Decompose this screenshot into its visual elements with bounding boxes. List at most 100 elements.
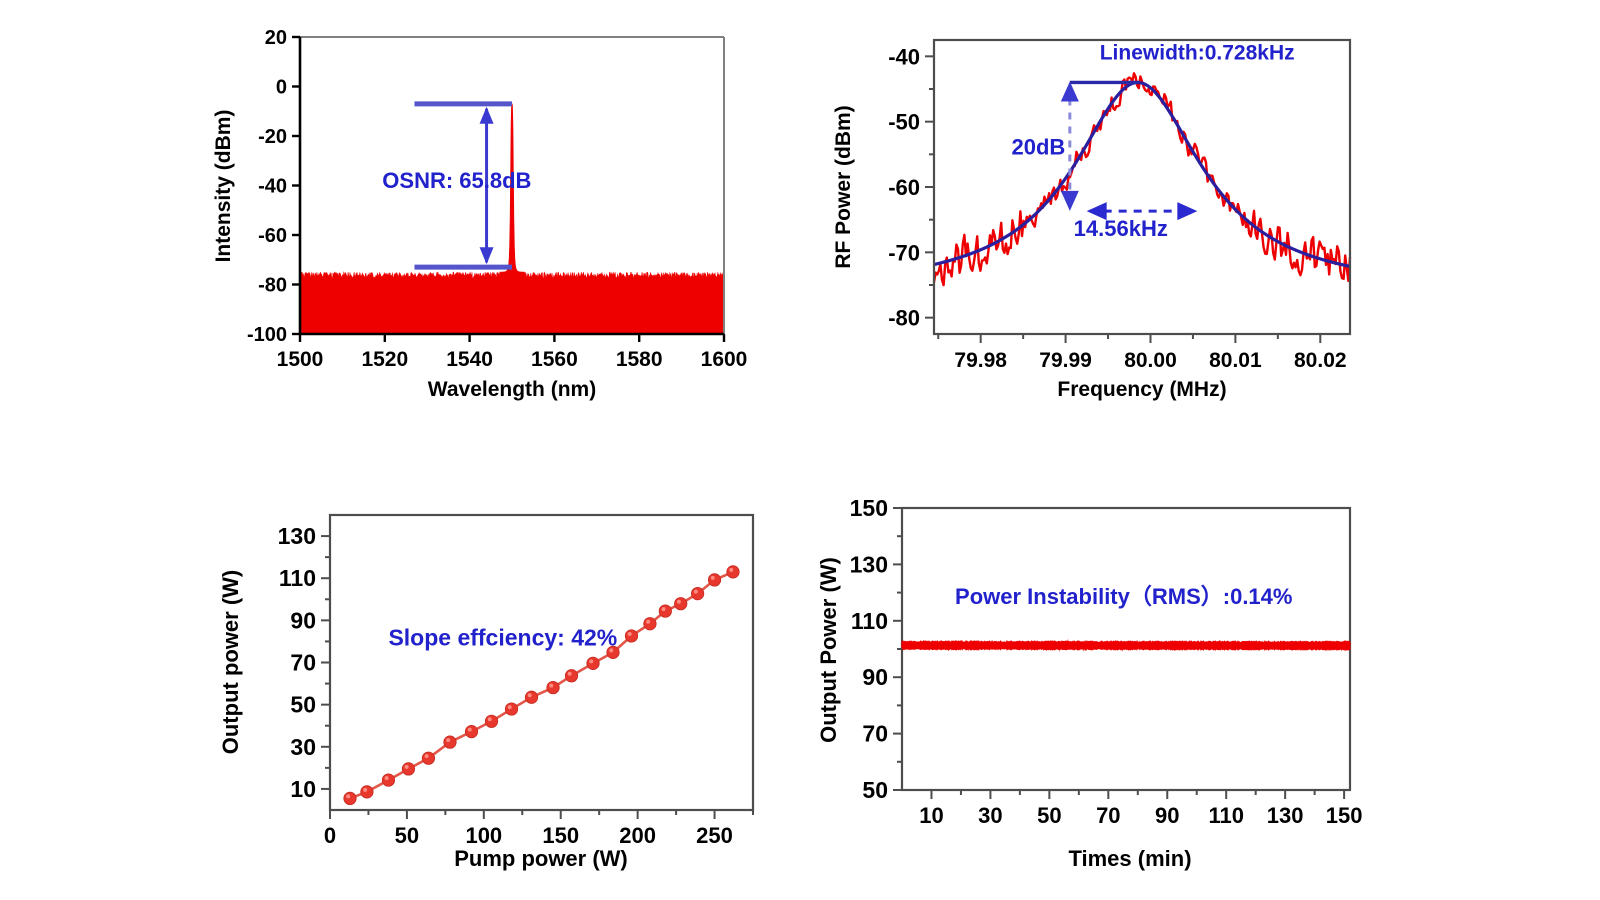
panel-c-svg: 10 30 50 70 90 110 130 0 50 100 150 200 250 Slope e… xyxy=(218,513,755,871)
data-point xyxy=(401,762,416,776)
data-point-highlight xyxy=(527,693,532,698)
x-axis-ticks: 0 50 100 150 200 250 xyxy=(324,810,754,848)
y-tick-label: 50 xyxy=(862,777,888,803)
slope-efficiency-label: Slope effciency: 42% xyxy=(388,625,617,651)
x-tick-label: 250 xyxy=(696,823,733,848)
x-tick-label: 1500 xyxy=(277,348,324,371)
bandwidth-arrow-head-right xyxy=(1177,202,1198,221)
linewidth-label: Linewidth:0.728kHz xyxy=(1100,42,1295,65)
panel-output-vs-pump: 10 30 50 70 90 110 130 0 50 100 150 200 250 Slope e… xyxy=(210,470,770,880)
x-tick-label: 1540 xyxy=(446,348,493,371)
stability-trace-line xyxy=(901,639,1351,652)
y-tick-label: 110 xyxy=(279,565,316,591)
data-point xyxy=(546,680,560,695)
twenty-db-label: 20dB xyxy=(1012,134,1066,159)
data-point xyxy=(643,617,657,631)
osnr-label: OSNR: 65.8dB xyxy=(382,168,531,193)
data-point-highlight xyxy=(467,727,472,732)
y-tick-label: 30 xyxy=(290,734,316,760)
x-tick-label: 80.02 xyxy=(1294,349,1347,372)
panel-b-svg: -40 -50 -60 -70 -80 79.98 79.99 80.00 80.01 80.0… xyxy=(832,38,1352,401)
osnr-arrow-head-up xyxy=(479,106,494,124)
y-axis-ticks: 10 30 50 70 90 110 130 xyxy=(278,523,330,802)
x-tick-label: 200 xyxy=(619,823,656,848)
power-instability-label: Power Instability（RMS）:0.14% xyxy=(955,584,1292,609)
x-tick-label: 1580 xyxy=(616,348,663,371)
y-tick-label: -50 xyxy=(888,110,920,135)
x-tick-label: 110 xyxy=(1208,803,1244,828)
x-tick-label: 0 xyxy=(324,823,336,848)
data-point xyxy=(624,629,639,643)
data-point-highlight xyxy=(446,738,451,743)
data-point xyxy=(674,597,688,611)
data-point-highlight xyxy=(424,754,429,759)
panel-optical-spectrum: 20 0 -20 -40 -60 -80 -100 1500 1520 1540 1560 1580… xyxy=(200,10,760,410)
x-tick-label: 130 xyxy=(1267,803,1304,828)
panel-d-annotations: Power Instability（RMS）:0.14% xyxy=(955,584,1292,609)
data-point-highlight xyxy=(661,607,666,612)
x-tick-label: 50 xyxy=(1037,803,1061,828)
y-tick-label: 90 xyxy=(862,664,888,690)
x-axis-title: Times (min) xyxy=(1068,846,1191,871)
x-tick-label: 90 xyxy=(1155,803,1179,828)
data-point xyxy=(343,791,357,806)
x-axis-title: Frequency (MHz) xyxy=(1057,378,1226,401)
data-point xyxy=(381,773,396,787)
y-axis-title: Output power (W) xyxy=(218,570,243,755)
y-tick-label: -20 xyxy=(258,126,287,148)
x-tick-label: 70 xyxy=(1096,803,1120,828)
y-axis-ticks: 50 70 90 110 130 150 xyxy=(850,495,902,803)
y-tick-label: 130 xyxy=(278,523,316,549)
data-point-highlight xyxy=(346,794,351,799)
data-markers xyxy=(343,565,740,806)
panel-c-annotations: Slope effciency: 42% xyxy=(388,625,617,651)
data-point xyxy=(586,656,600,670)
data-point-highlight xyxy=(404,764,409,769)
y-tick-label: 130 xyxy=(850,551,888,577)
data-point-highlight xyxy=(646,619,651,624)
data-point-highlight xyxy=(363,787,368,792)
x-tick-label: 150 xyxy=(1326,803,1363,828)
twenty-db-arrow-head-down xyxy=(1060,190,1079,211)
rf-noisy-trace xyxy=(932,72,1352,287)
data-point-highlight xyxy=(507,705,512,710)
x-tick-label: 1600 xyxy=(701,348,748,371)
data-point-highlight xyxy=(549,683,554,688)
y-tick-label: -40 xyxy=(888,44,920,69)
x-axis-ticks: 10 30 50 70 90 110 130 150 xyxy=(919,790,1362,828)
data-point xyxy=(484,714,499,728)
panel-b-plotarea: -40 -50 -60 -70 -80 79.98 79.99 80.00 80.01 80.0… xyxy=(888,38,1352,372)
y-tick-label: -80 xyxy=(888,306,920,331)
data-point-highlight xyxy=(676,599,681,604)
x-axis-title: Pump power (W) xyxy=(454,846,628,871)
panel-rf-linewidth: -40 -50 -60 -70 -80 79.98 79.99 80.00 80.01 80.0… xyxy=(820,10,1390,410)
measured-rf-curve xyxy=(932,72,1352,287)
plot-background xyxy=(934,40,1350,334)
spectrum-trace xyxy=(299,102,725,335)
panel-a-plotarea: 20 0 -20 -40 -60 -80 -100 1500 1520 1540 1560 1580… xyxy=(247,27,747,371)
x-tick-label: 10 xyxy=(919,803,943,828)
x-tick-label: 79.98 xyxy=(954,349,1007,372)
x-tick-label: 1560 xyxy=(531,348,578,371)
y-tick-label: 90 xyxy=(290,607,316,633)
stability-trace xyxy=(901,639,1351,652)
data-point xyxy=(421,751,436,765)
data-point-highlight xyxy=(567,671,572,676)
data-point-highlight xyxy=(384,776,389,781)
data-point xyxy=(707,573,722,587)
x-tick-label: 30 xyxy=(978,803,1002,828)
bandwidth-arrow-head-left xyxy=(1086,202,1107,221)
x-tick-label: 80.01 xyxy=(1209,349,1262,372)
spectrum-fill xyxy=(299,102,725,335)
x-axis-ticks: 1500 1520 1540 1560 1580 1600 xyxy=(277,334,748,371)
y-tick-label: 10 xyxy=(290,776,316,802)
data-point xyxy=(658,604,672,618)
data-point-highlight xyxy=(627,631,632,636)
data-point xyxy=(524,690,539,704)
lorentzian-fit-curve xyxy=(933,80,1351,268)
data-point-highlight xyxy=(729,567,734,572)
panel-power-stability: 50 70 90 110 130 150 10 30 50 70 90 110 130 150 Powe… xyxy=(810,470,1390,880)
x-axis-title: Wavelength (nm) xyxy=(428,378,596,401)
panel-a-svg: 20 0 -20 -40 -60 -80 -100 1500 1520 1540 1560 1580… xyxy=(212,27,747,401)
